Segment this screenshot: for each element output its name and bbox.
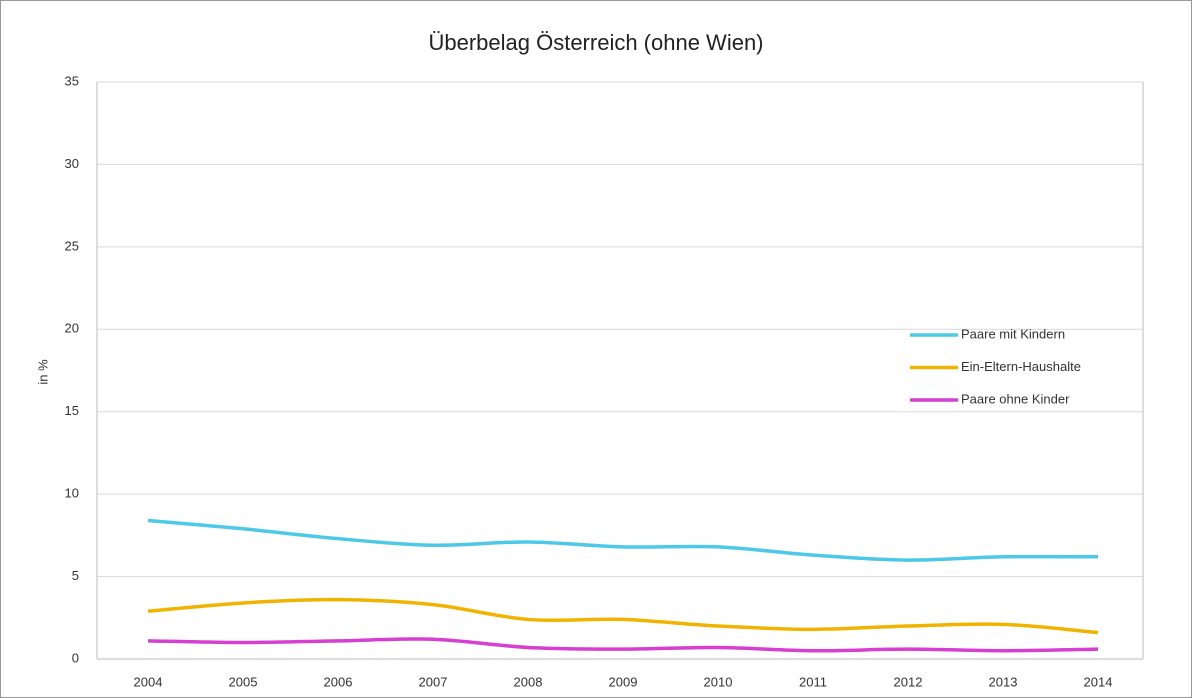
legend-label: Ein-Eltern-Haushalte <box>961 359 1081 374</box>
y-tick-label: 15 <box>65 403 79 418</box>
y-tick-label: 0 <box>72 650 79 665</box>
series-line <box>147 637 1099 653</box>
y-tick-label: 20 <box>65 321 79 336</box>
x-tick-label: 2011 <box>799 674 827 689</box>
chart-title: Überbelag Österreich (ohne Wien) <box>428 30 763 55</box>
x-tick-label: 2012 <box>894 674 923 689</box>
x-tick-label: 2008 <box>514 674 543 689</box>
x-tick-label: 2004 <box>134 674 163 689</box>
x-tick-label: 2005 <box>229 674 258 689</box>
y-tick-label: 30 <box>65 156 79 171</box>
series-line <box>147 597 1099 635</box>
y-tick-label: 5 <box>72 568 79 583</box>
legend-label: Paare mit Kindern <box>961 326 1065 341</box>
x-tick-label: 2007 <box>419 674 448 689</box>
x-tick-label: 2014 <box>1084 674 1113 689</box>
x-tick-label: 2013 <box>989 674 1018 689</box>
y-tick-label: 25 <box>65 238 79 253</box>
y-tick-label: 35 <box>65 73 79 88</box>
x-tick-label: 2009 <box>609 674 638 689</box>
y-axis-label: in % <box>35 359 50 385</box>
x-tick-label: 2010 <box>704 674 733 689</box>
x-tick-label: 2006 <box>324 674 353 689</box>
y-tick-label: 10 <box>65 486 79 501</box>
legend-label: Paare ohne Kinder <box>961 391 1070 406</box>
series-line <box>147 518 1099 562</box>
